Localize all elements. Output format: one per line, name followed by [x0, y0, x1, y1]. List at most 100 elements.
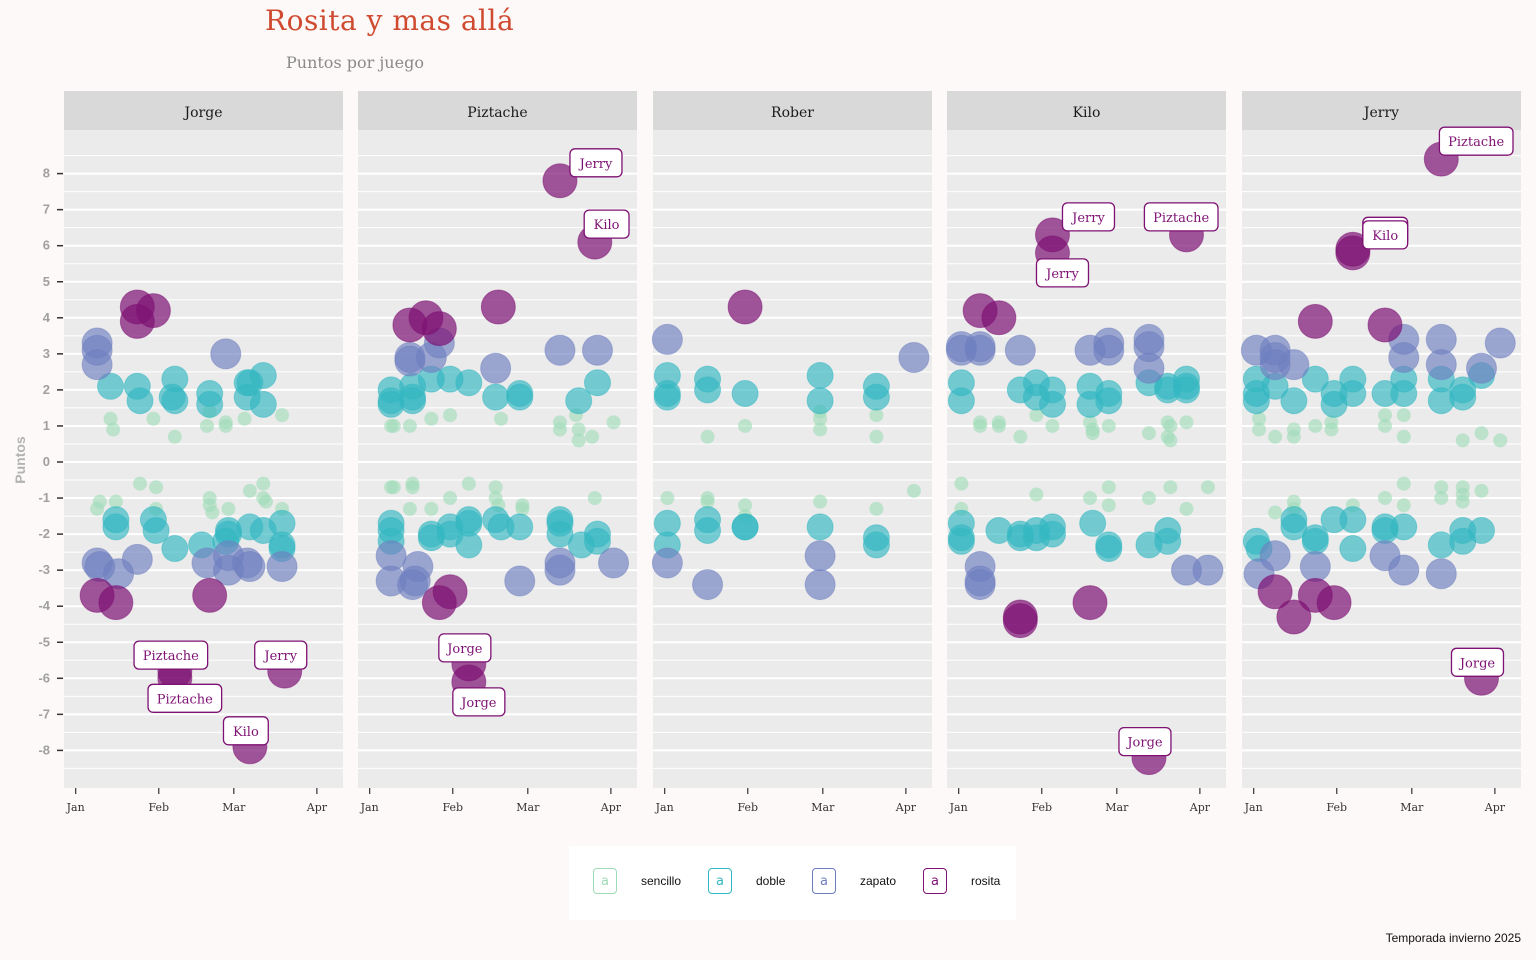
data-point-sencillo: [146, 411, 161, 426]
data-point-sencillo: [571, 433, 586, 448]
x-tick-label: Mar: [1105, 801, 1129, 814]
data-point-doble: [546, 520, 574, 548]
data-point-zapato: [692, 569, 724, 601]
data-point-sencillo: [869, 429, 884, 444]
data-point-doble: [1449, 383, 1477, 411]
point-annotation-label: Piztache: [143, 649, 199, 664]
point-annotation-label: Piztache: [1153, 211, 1209, 226]
legend-item-rosita[interactable]: a rosita: [923, 866, 1000, 896]
data-point-sencillo: [402, 418, 417, 433]
data-point-zapato: [581, 334, 613, 366]
point-annotation-label: Kilo: [233, 725, 259, 740]
point-annotation-label: Kilo: [594, 218, 620, 233]
data-point-doble: [862, 383, 890, 411]
data-point-sencillo: [1268, 429, 1283, 444]
data-point-doble: [1038, 390, 1066, 418]
point-annotation-label: Jorge: [459, 696, 497, 711]
data-point-doble: [249, 390, 277, 418]
data-point-sencillo: [813, 411, 828, 426]
x-tick-label: Apr: [895, 801, 917, 814]
data-point-sencillo: [1141, 491, 1156, 506]
data-point-zapato: [651, 547, 683, 579]
point-annotation-box: [1118, 726, 1172, 757]
data-point-sencillo: [218, 418, 233, 433]
data-point-zapato: [1425, 349, 1457, 381]
data-point-sencillo: [1396, 476, 1411, 491]
data-point-doble: [455, 531, 483, 559]
data-point-sencillo: [1179, 501, 1194, 516]
legend-label-zapato: zapato: [860, 874, 897, 888]
data-point-doble: [1390, 380, 1418, 408]
data-point-sencillo: [738, 418, 753, 433]
data-point-sencillo: [386, 418, 401, 433]
data-point-sencillo: [106, 422, 121, 437]
y-tick-label: 0: [43, 454, 50, 469]
data-point-doble: [399, 387, 427, 415]
data-point-zapato: [1425, 558, 1457, 590]
point-annotation-box: [1362, 220, 1409, 250]
data-point-sencillo: [1396, 408, 1411, 423]
x-tick-label: Feb: [148, 801, 169, 814]
legend-item-zapato[interactable]: a zapato: [812, 866, 896, 896]
point-annotation-label: Jerry: [578, 157, 613, 172]
x-tick-label: Feb: [1031, 801, 1052, 814]
data-point-sencillo: [552, 422, 567, 437]
data-point-sencillo: [906, 483, 921, 498]
data-point-sencillo: [405, 476, 420, 491]
data-point-doble: [731, 513, 759, 541]
data-point-doble: [947, 527, 975, 555]
data-point-sencillo: [1029, 487, 1044, 502]
data-point-sencillo: [1029, 408, 1044, 423]
data-point-rosita: [1257, 574, 1293, 610]
x-tick-label: Jan: [66, 801, 85, 814]
data-point-sencillo: [1493, 433, 1508, 448]
data-point-zapato: [804, 540, 836, 572]
point-annotation-box: [222, 716, 269, 746]
data-point-sencillo: [1455, 494, 1470, 509]
x-tick-label: Feb: [442, 801, 463, 814]
data-point-doble: [249, 361, 277, 389]
data-point-zapato: [1278, 349, 1310, 381]
data-point-rosita: [192, 577, 228, 613]
data-point-sencillo: [1163, 433, 1178, 448]
data-point-sencillo: [869, 501, 884, 516]
data-point-sencillo: [1474, 483, 1489, 498]
data-point-doble: [1390, 513, 1418, 541]
legend-item-sencillo[interactable]: a sencillo: [593, 866, 681, 896]
data-point-doble: [506, 513, 534, 541]
data-point-sencillo: [587, 491, 602, 506]
data-point-zapato: [81, 349, 113, 381]
data-point-doble: [694, 376, 722, 404]
data-point-zapato: [480, 352, 512, 384]
data-point-zapato: [1192, 554, 1224, 586]
point-annotation-box: [1035, 258, 1090, 288]
data-point-doble: [455, 369, 483, 397]
y-tick-label: 4: [43, 310, 51, 325]
data-point-sencillo: [813, 494, 828, 509]
x-tick-label: Feb: [737, 801, 758, 814]
data-point-sencillo: [221, 501, 236, 516]
point-annotation-box: [569, 148, 623, 178]
data-point-rosita: [98, 585, 134, 621]
data-point-sencillo: [1378, 491, 1392, 506]
point-annotation-label: Jorge: [1125, 736, 1163, 751]
data-point-sencillo: [1101, 480, 1116, 495]
data-point-doble: [1301, 365, 1329, 393]
y-tick-label: -7: [38, 706, 50, 721]
data-point-zapato: [898, 341, 930, 373]
data-point-sencillo: [1324, 422, 1339, 437]
data-point-doble: [1154, 527, 1182, 555]
x-tick-label: Apr: [600, 801, 622, 814]
data-point-sencillo: [103, 411, 118, 426]
data-point-doble: [1038, 520, 1066, 548]
point-annotation-box: [133, 640, 209, 670]
legend-item-doble[interactable]: a doble: [708, 866, 785, 896]
data-point-sencillo: [1378, 418, 1392, 433]
data-point-rosita: [135, 293, 171, 329]
data-point-sencillo: [1163, 480, 1178, 495]
point-annotation-label: Jerry: [1044, 267, 1079, 282]
y-tick-label: -4: [38, 598, 50, 613]
y-tick-label: -5: [38, 634, 50, 649]
panel-strip: [358, 91, 637, 130]
x-tick-label: Mar: [516, 801, 540, 814]
